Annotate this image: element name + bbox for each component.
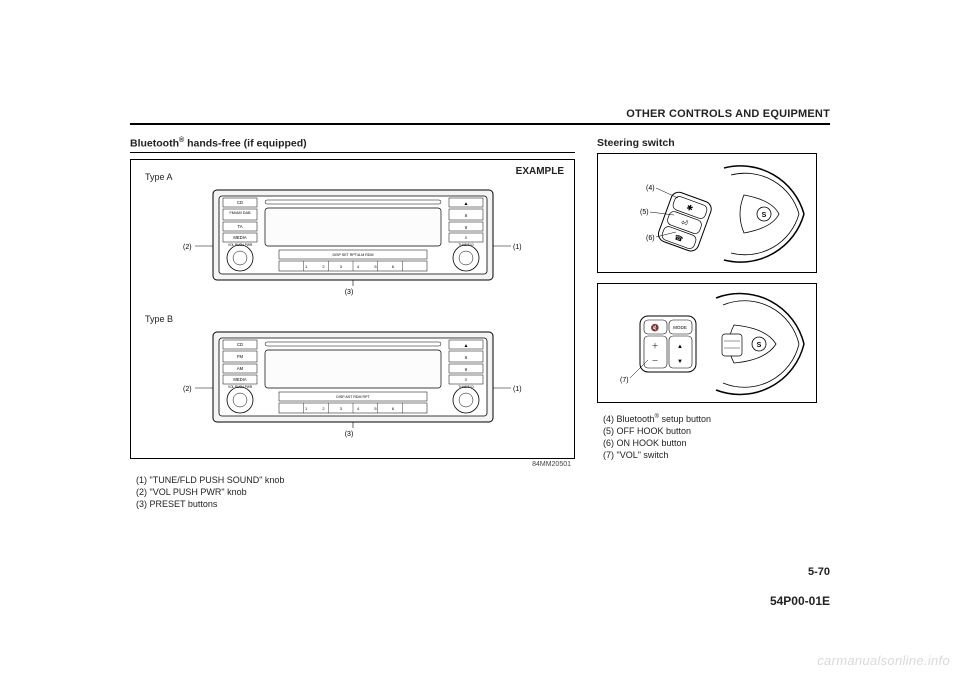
svg-text:＋: ＋	[652, 342, 659, 350]
content-columns: Bluetooth® hands-free (if equipped) EXAM…	[130, 137, 830, 510]
svg-text:TUNE/FLD: TUNE/FLD	[458, 243, 474, 247]
legend-6: (6) ON HOOK button	[603, 437, 827, 449]
svg-text:FM/AM DAB: FM/AM DAB	[229, 211, 251, 215]
svg-text:MODE: MODE	[673, 325, 687, 330]
svg-text:TUNE/FLD: TUNE/FLD	[458, 385, 474, 389]
svg-text:∧: ∧	[464, 355, 468, 361]
svg-text:VOL PUSH PWR: VOL PUSH PWR	[227, 385, 252, 389]
svg-text:CD: CD	[236, 342, 242, 347]
svg-text:∨: ∨	[464, 367, 468, 373]
svg-text:FM: FM	[236, 354, 243, 359]
svg-text:CD: CD	[236, 200, 242, 205]
svg-text:TA: TA	[237, 224, 242, 229]
svg-text:－: －	[652, 358, 659, 365]
watermark: carmanualsonline.info	[817, 653, 950, 668]
legend-1: (1) "TUNE/FLD PUSH SOUND" knob	[136, 474, 575, 486]
svg-text:▲: ▲	[677, 344, 683, 350]
svg-text:S: S	[757, 342, 762, 349]
svg-text:MEDIA: MEDIA	[233, 235, 246, 240]
svg-text:▲: ▲	[463, 201, 468, 207]
steering-fig-2: S 🔇 MODE ＋	[597, 283, 817, 403]
radio-b-wrap: (2) (1) (3) CD FM AM MEDIA	[143, 328, 562, 438]
svg-text:▲: ▲	[463, 343, 468, 349]
right-legend: (4) Bluetooth® setup button (5) OFF HOOK…	[603, 413, 827, 462]
callout-1a: (1)	[513, 244, 522, 251]
left-legend: (1) "TUNE/FLD PUSH SOUND" knob (2) "VOL …	[136, 474, 575, 510]
svg-text:▼: ▼	[677, 359, 683, 365]
radio-type-a: (2) (1) (3) CD FM/AM DAB TA	[173, 186, 533, 296]
callout-2b: (2)	[183, 386, 192, 393]
svg-text:DISP SET RPT/A.M RDM: DISP SET RPT/A.M RDM	[332, 253, 373, 257]
svg-text:⌕: ⌕	[464, 377, 467, 383]
left-column: Bluetooth® hands-free (if equipped) EXAM…	[130, 137, 587, 510]
svg-text:⌕: ⌕	[464, 235, 467, 241]
svg-text:🔇: 🔇	[651, 323, 660, 332]
legend-4: (4) Bluetooth® setup button	[603, 413, 827, 425]
legend-5: (5) OFF HOOK button	[603, 425, 827, 437]
svg-text:(5): (5)	[640, 209, 649, 216]
steering-title: Steering switch	[597, 137, 827, 149]
steering-fig-1: S ✱ ⏎ ☎ (4) (5)	[597, 153, 817, 273]
svg-text:(6): (6)	[646, 235, 655, 242]
radio-type-b: (2) (1) (3) CD FM AM MEDIA	[173, 328, 533, 438]
right-column: Steering switch S ✱	[587, 137, 827, 510]
callout-3b: (3)	[344, 431, 353, 438]
svg-text:(7): (7)	[620, 377, 629, 384]
manual-page: OTHER CONTROLS AND EQUIPMENT Bluetooth® …	[130, 108, 830, 608]
doc-code: 54P00-01E	[770, 594, 830, 608]
radio-figure-box: EXAMPLE Type A (2) (1) (3)	[130, 159, 575, 459]
legend-7: (7) "VOL" switch	[603, 449, 827, 461]
section-header: OTHER CONTROLS AND EQUIPMENT	[130, 108, 830, 125]
bluetooth-title: Bluetooth® hands-free (if equipped)	[130, 137, 575, 153]
svg-text:(4): (4)	[646, 185, 655, 192]
svg-text:VOL PUSH PWR: VOL PUSH PWR	[227, 243, 252, 247]
type-b-label: Type B	[145, 314, 562, 324]
svg-text:1 2 3 4 5 6: 1 2 3 4 5 6	[305, 264, 401, 269]
callout-2a: (2)	[183, 244, 192, 251]
svg-text:AM: AM	[236, 366, 243, 371]
svg-text:DISP AST RDM RPT: DISP AST RDM RPT	[336, 395, 370, 399]
svg-text:∨: ∨	[464, 225, 468, 231]
svg-text:MEDIA: MEDIA	[233, 377, 246, 382]
legend-2: (2) "VOL PUSH PWR" knob	[136, 486, 575, 498]
callout-3a: (3)	[344, 289, 353, 296]
page-number: 5-70	[808, 566, 830, 578]
steering-svg-1: S ✱ ⏎ ☎ (4) (5)	[604, 160, 812, 268]
svg-text:1 2 3 4 5 6: 1 2 3 4 5 6	[305, 406, 401, 411]
figure-caption: 84MM20501	[130, 461, 571, 468]
svg-text:S: S	[762, 212, 767, 219]
radio-a-wrap: (2) (1) (3) CD FM/AM DAB TA	[143, 186, 562, 296]
type-a-label: Type A	[145, 172, 562, 182]
callout-1b: (1)	[513, 386, 522, 393]
example-label: EXAMPLE	[516, 166, 564, 177]
steering-svg-2: S 🔇 MODE ＋	[604, 290, 812, 398]
title-post: hands-free (if equipped)	[184, 138, 307, 150]
svg-text:∧: ∧	[464, 213, 468, 219]
legend-3: (3) PRESET buttons	[136, 498, 575, 510]
title-pre: Bluetooth	[130, 138, 179, 150]
